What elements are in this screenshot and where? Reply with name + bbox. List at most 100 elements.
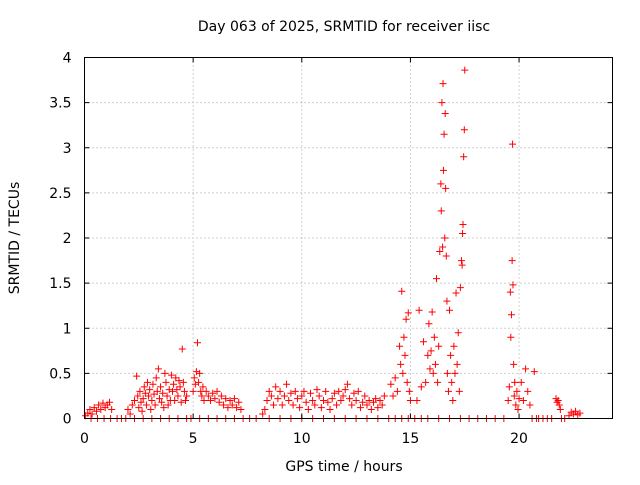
data-point — [363, 401, 371, 409]
data-point — [517, 378, 525, 386]
data-point — [396, 342, 404, 350]
data-point — [454, 329, 462, 337]
data-point — [460, 153, 468, 161]
data-point — [237, 405, 245, 413]
data-point — [306, 389, 314, 397]
data-point — [170, 380, 178, 388]
data-point — [372, 395, 380, 403]
data-point — [179, 378, 187, 386]
data-point — [398, 287, 406, 295]
data-point — [158, 398, 166, 406]
data-point — [157, 383, 165, 391]
data-point — [450, 342, 458, 350]
data-point — [415, 306, 423, 314]
data-point — [180, 387, 188, 395]
data-point — [429, 369, 437, 377]
data-point — [84, 409, 92, 417]
data-point — [461, 66, 469, 74]
x-tick-label: 15 — [402, 431, 420, 447]
data-point — [453, 360, 461, 368]
points-layer — [82, 66, 584, 422]
data-point — [511, 378, 519, 386]
data-point — [183, 392, 191, 400]
data-point — [391, 374, 399, 382]
data-point — [522, 365, 530, 373]
data-point — [433, 275, 440, 283]
data-point — [230, 395, 238, 403]
data-point — [217, 392, 225, 400]
y-tick-label: 2 — [63, 231, 72, 247]
data-point — [322, 387, 330, 395]
data-point — [315, 392, 323, 400]
data-point — [289, 401, 297, 409]
data-point — [452, 289, 460, 297]
data-point — [510, 392, 518, 400]
data-point — [422, 378, 430, 386]
data-point — [456, 284, 464, 292]
data-point — [572, 407, 580, 415]
data-point — [419, 338, 427, 346]
data-point — [298, 392, 306, 400]
data-point — [441, 234, 449, 242]
data-point — [576, 409, 584, 417]
y-tick-label: 2.5 — [49, 186, 71, 202]
data-point — [448, 378, 456, 386]
data-point — [304, 405, 312, 413]
y-tick-label: 3 — [63, 141, 72, 157]
data-point — [159, 389, 167, 397]
data-point — [105, 398, 113, 406]
data-point — [405, 387, 413, 395]
data-point — [339, 392, 347, 400]
data-point — [171, 396, 179, 404]
data-point — [374, 404, 382, 412]
data-point — [524, 387, 532, 395]
data-point — [401, 351, 409, 359]
data-point — [144, 378, 152, 386]
data-point — [191, 380, 199, 388]
data-point — [261, 405, 269, 413]
data-point — [515, 395, 523, 403]
data-point — [428, 308, 436, 316]
data-point — [439, 166, 447, 174]
data-point — [393, 387, 401, 395]
y-tick-label: 0 — [63, 412, 72, 428]
data-point — [293, 395, 301, 403]
data-point — [134, 392, 142, 400]
data-point — [317, 404, 325, 412]
data-point — [400, 333, 408, 341]
x-tick-label: 0 — [80, 431, 89, 447]
data-point — [439, 80, 447, 88]
data-point — [447, 351, 455, 359]
data-point — [228, 401, 236, 409]
data-point — [430, 333, 438, 341]
y-tick-label: 3.5 — [49, 96, 71, 112]
data-point — [267, 392, 275, 400]
data-point — [233, 404, 241, 412]
data-point — [459, 229, 467, 237]
data-point — [556, 405, 564, 413]
data-point — [285, 396, 293, 404]
data-point — [139, 395, 147, 403]
data-point — [328, 395, 336, 403]
y-axis-label: SRMTID / TECUs — [7, 182, 23, 295]
data-point — [202, 387, 210, 395]
data-point — [424, 351, 432, 359]
data-point — [195, 378, 203, 386]
y-tick-label: 1 — [63, 321, 72, 337]
data-point — [199, 383, 207, 391]
data-point — [365, 396, 373, 404]
data-point — [265, 387, 273, 395]
data-point — [444, 387, 452, 395]
data-point — [311, 401, 319, 409]
x-axis-label: GPS time / hours — [285, 459, 402, 475]
data-point — [507, 311, 515, 319]
data-point — [507, 333, 515, 341]
data-point — [287, 389, 295, 397]
data-point — [406, 396, 414, 404]
data-point — [397, 360, 405, 368]
data-point — [458, 261, 466, 269]
data-point — [176, 383, 184, 391]
data-point — [163, 392, 171, 400]
data-point — [313, 386, 321, 394]
data-point — [343, 380, 351, 388]
